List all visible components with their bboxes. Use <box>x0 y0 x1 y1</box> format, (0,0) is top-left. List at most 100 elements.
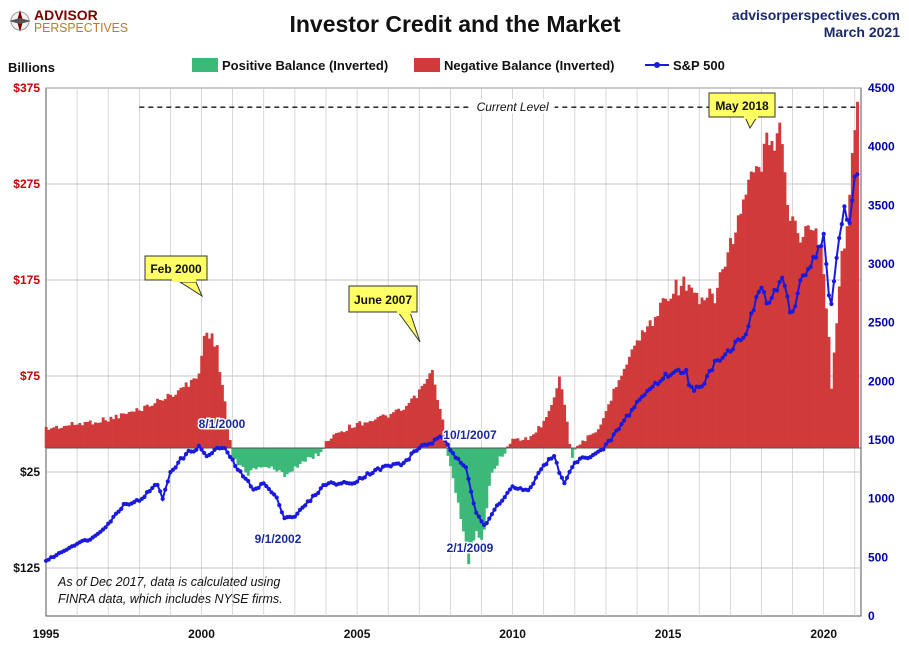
negative-balance-bar <box>843 248 847 448</box>
positive-balance-bar <box>254 448 258 470</box>
negative-balance-bar <box>661 298 665 448</box>
sp500-point <box>660 376 666 381</box>
sp500-point <box>401 460 406 465</box>
negative-balance-bar <box>612 388 616 448</box>
negative-balance-bar <box>687 284 691 448</box>
negative-balance-bar <box>430 369 434 448</box>
negative-balance-bar <box>602 418 605 448</box>
negative-balance-bar <box>824 308 828 448</box>
sp500-point <box>489 512 494 517</box>
negative-balance-bar <box>850 153 854 449</box>
left-axis-ticks: $375 $275 $175 $75 $25 $125 <box>13 81 40 575</box>
sp500-point <box>642 392 647 397</box>
negative-balance-bar <box>119 413 123 448</box>
positive-balance-bar <box>252 448 255 469</box>
positive-balance-bar <box>459 448 463 519</box>
sp500-point <box>406 457 411 462</box>
sp500-point <box>456 456 461 461</box>
right-tick-label: 2000 <box>868 374 895 388</box>
sp500-point <box>826 293 832 298</box>
sp500-point <box>292 514 297 519</box>
negative-balance-bar <box>682 276 686 448</box>
negative-balance-bar <box>532 434 535 448</box>
sp500-point <box>362 475 367 480</box>
negative-balance-bar <box>55 425 58 448</box>
negative-balance-bar <box>220 384 224 448</box>
sp500-point <box>274 495 279 500</box>
callout-june-2007-joint <box>397 311 411 314</box>
negative-balance-bar <box>705 297 709 448</box>
negative-balance-bar <box>88 420 92 448</box>
sp500-point <box>681 370 686 375</box>
sp500-point <box>821 231 826 236</box>
left-tick-label: $375 <box>13 81 40 95</box>
sp500-point <box>795 291 800 296</box>
negative-balance-bar <box>106 421 110 448</box>
x-tick-label: 2020 <box>810 627 837 641</box>
sp500-point <box>829 301 834 307</box>
positive-balance-bar <box>451 448 455 479</box>
negative-balance-bar <box>75 424 79 448</box>
sp500-point <box>720 355 725 360</box>
legend: Positive Balance (Inverted) Negative Bal… <box>192 58 725 73</box>
negative-balance-bar <box>223 401 227 448</box>
sp500-point <box>603 442 609 447</box>
negative-balance-bar <box>614 387 618 448</box>
sp500-point <box>507 487 513 492</box>
sp500-point <box>476 514 481 519</box>
negative-balance-bar <box>853 130 857 448</box>
sp500-point <box>119 506 124 511</box>
negative-balance-bar <box>695 292 699 448</box>
sp500-point <box>370 470 375 476</box>
positive-balance-bar <box>249 448 253 471</box>
negative-balance-bar <box>780 144 784 449</box>
sp500-point <box>842 204 847 209</box>
right-tick-label: 3500 <box>868 198 895 212</box>
negative-balance-bar <box>723 266 727 448</box>
negative-balance-bar <box>44 426 48 448</box>
negative-balance-bar <box>371 421 375 448</box>
negative-balance-bar <box>812 230 815 448</box>
sp500-point <box>710 367 715 373</box>
sp500-point <box>502 495 507 500</box>
sp500-point <box>790 309 795 314</box>
sp500-point <box>601 447 606 452</box>
sp500-point <box>479 519 484 524</box>
negative-balance-bar <box>591 433 595 448</box>
negative-balance-bar <box>594 432 598 448</box>
negative-balance-bar <box>697 304 701 448</box>
negative-balance-bar <box>692 292 696 448</box>
positive-balance-bar <box>500 448 504 457</box>
negative-balance-bar <box>817 248 821 448</box>
negative-balance-bar <box>516 438 520 448</box>
negative-balance-bar <box>555 388 559 448</box>
positive-balance-bar <box>296 448 300 468</box>
negative-balance-bar <box>814 228 818 448</box>
negative-balance-bar <box>550 405 554 448</box>
sp500-point <box>272 492 277 497</box>
sp500-point <box>471 501 476 506</box>
negative-balance-bar <box>65 425 69 448</box>
sp500-point <box>176 460 181 465</box>
negative-balance-bar <box>127 412 131 448</box>
negative-balance-bar <box>674 279 678 448</box>
positive-balance-bar <box>246 448 250 476</box>
x-axis-ticks: 1995 2000 2005 2010 2015 2020 <box>33 627 838 641</box>
negative-balance-bar <box>809 229 813 448</box>
positive-balance-bar <box>464 448 468 543</box>
sp500-point <box>762 290 767 295</box>
negative-balance-bar <box>384 415 388 448</box>
negative-balance-bar <box>835 323 839 448</box>
negative-balance-bar <box>827 337 831 448</box>
negative-balance-bar <box>327 440 331 448</box>
sp500-point <box>609 438 614 443</box>
negative-balance-bar <box>542 420 546 448</box>
negative-balance-bar <box>153 403 157 448</box>
label-2-1-2009: 2/1/2009 <box>447 541 494 555</box>
sp500-point <box>165 479 170 484</box>
sp500-point <box>279 510 284 515</box>
negative-balance-bar <box>545 417 548 448</box>
positive-balance-bar <box>283 448 287 477</box>
sp500-point <box>466 476 471 481</box>
sp500-point <box>837 236 842 241</box>
